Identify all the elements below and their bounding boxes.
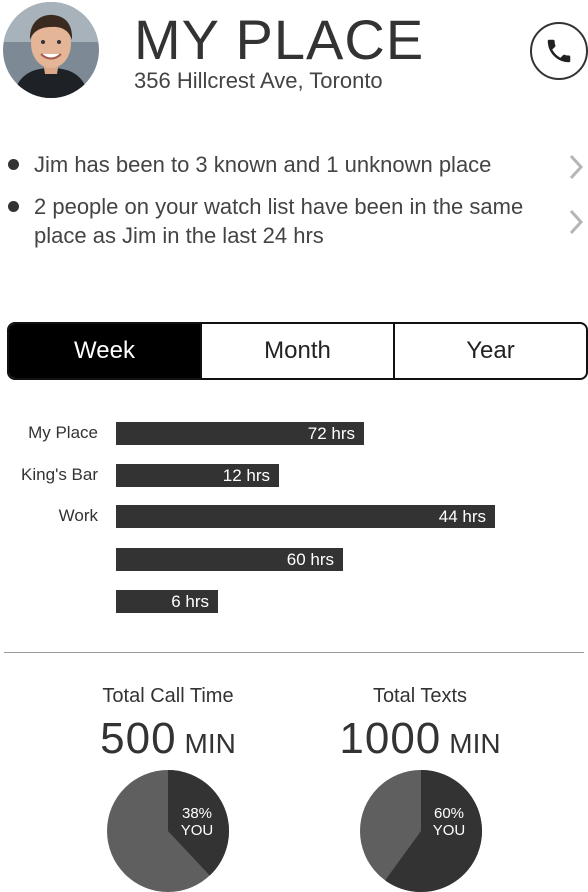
texts-unit: MIN — [449, 728, 501, 759]
texts-pie-sub: YOU — [432, 822, 466, 839]
call-pie-label: 38% YOU — [172, 805, 222, 839]
bullet-dot — [8, 159, 19, 170]
pie-you-slice — [168, 770, 230, 876]
page-title: MY PLACE — [134, 8, 425, 71]
call-button[interactable] — [530, 22, 588, 80]
bar: 44 hrs — [116, 505, 495, 528]
bar: 60 hrs — [116, 548, 343, 571]
divider — [4, 652, 584, 653]
call-pie-sub: YOU — [180, 822, 214, 839]
bar-value-label: 12 hrs — [222, 465, 270, 485]
texts-pie — [360, 770, 483, 892]
phone-icon — [547, 39, 571, 63]
call-time-value: 500 MIN — [48, 714, 288, 764]
period-tabs: Week Month Year — [7, 322, 588, 380]
texts-number: 1000 — [339, 714, 442, 763]
bar-value-label: 72 hrs — [307, 423, 355, 443]
bar-value-label: 44 hrs — [438, 506, 486, 526]
call-time-pie — [107, 770, 230, 892]
chevron-right-icon — [569, 209, 584, 235]
texts-label: Total Texts — [372, 685, 468, 707]
bar-label: King's Bar — [21, 465, 98, 484]
tab-month[interactable]: Month — [200, 324, 393, 378]
texts-value: 1000 MIN — [300, 714, 540, 764]
bar: 6 hrs — [116, 590, 218, 613]
tab-week[interactable]: Week — [9, 324, 200, 378]
bar-value-label: 60 hrs — [286, 549, 334, 569]
bar: 72 hrs — [116, 422, 364, 445]
pie-you-slice — [385, 770, 483, 892]
call-time-label: Total Call Time — [102, 685, 234, 707]
person-avatar-icon — [3, 2, 99, 98]
bar-label: My Place — [28, 423, 98, 442]
call-pie-percent: 38% — [181, 805, 213, 822]
bar-label: Work — [58, 506, 98, 525]
call-time-unit: MIN — [184, 728, 236, 759]
info-text: Jim has been to 3 known and 1 unknown pl… — [34, 152, 492, 177]
texts-pie-percent: 60% — [433, 805, 465, 822]
address-subtitle: 356 Hillcrest Ave, Toronto — [134, 68, 383, 93]
avatar[interactable] — [3, 2, 99, 98]
texts-pie-label: 60% YOU — [424, 805, 474, 839]
bullet-dot — [8, 201, 19, 212]
tab-year[interactable]: Year — [393, 324, 586, 378]
bar: 12 hrs — [116, 464, 279, 487]
chevron-right-icon — [569, 154, 584, 180]
info-text: 2 people on your watch list have been in… — [34, 194, 524, 248]
call-time-number: 500 — [100, 714, 177, 763]
info-item-places[interactable]: Jim has been to 3 known and 1 unknown pl… — [8, 150, 588, 182]
info-item-watchlist[interactable]: 2 people on your watch list have been in… — [8, 192, 588, 252]
bar-value-label: 6 hrs — [171, 591, 209, 611]
